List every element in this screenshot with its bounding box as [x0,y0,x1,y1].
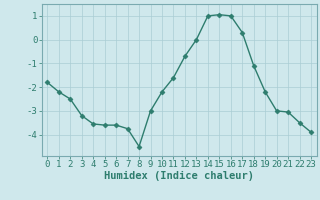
X-axis label: Humidex (Indice chaleur): Humidex (Indice chaleur) [104,171,254,181]
